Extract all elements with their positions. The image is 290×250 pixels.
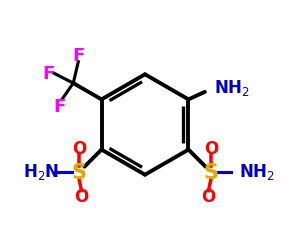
Text: NH$_2$: NH$_2$ [239, 161, 274, 181]
Text: F: F [72, 47, 84, 65]
Text: S: S [204, 162, 219, 182]
Text: F: F [53, 97, 66, 115]
Text: O: O [202, 187, 216, 205]
Text: NH$_2$: NH$_2$ [213, 78, 249, 98]
Text: H$_2$N: H$_2$N [23, 161, 59, 181]
Text: O: O [74, 187, 88, 205]
Text: O: O [72, 140, 86, 158]
Text: O: O [204, 140, 218, 158]
Text: S: S [71, 162, 86, 182]
Text: F: F [42, 65, 54, 83]
